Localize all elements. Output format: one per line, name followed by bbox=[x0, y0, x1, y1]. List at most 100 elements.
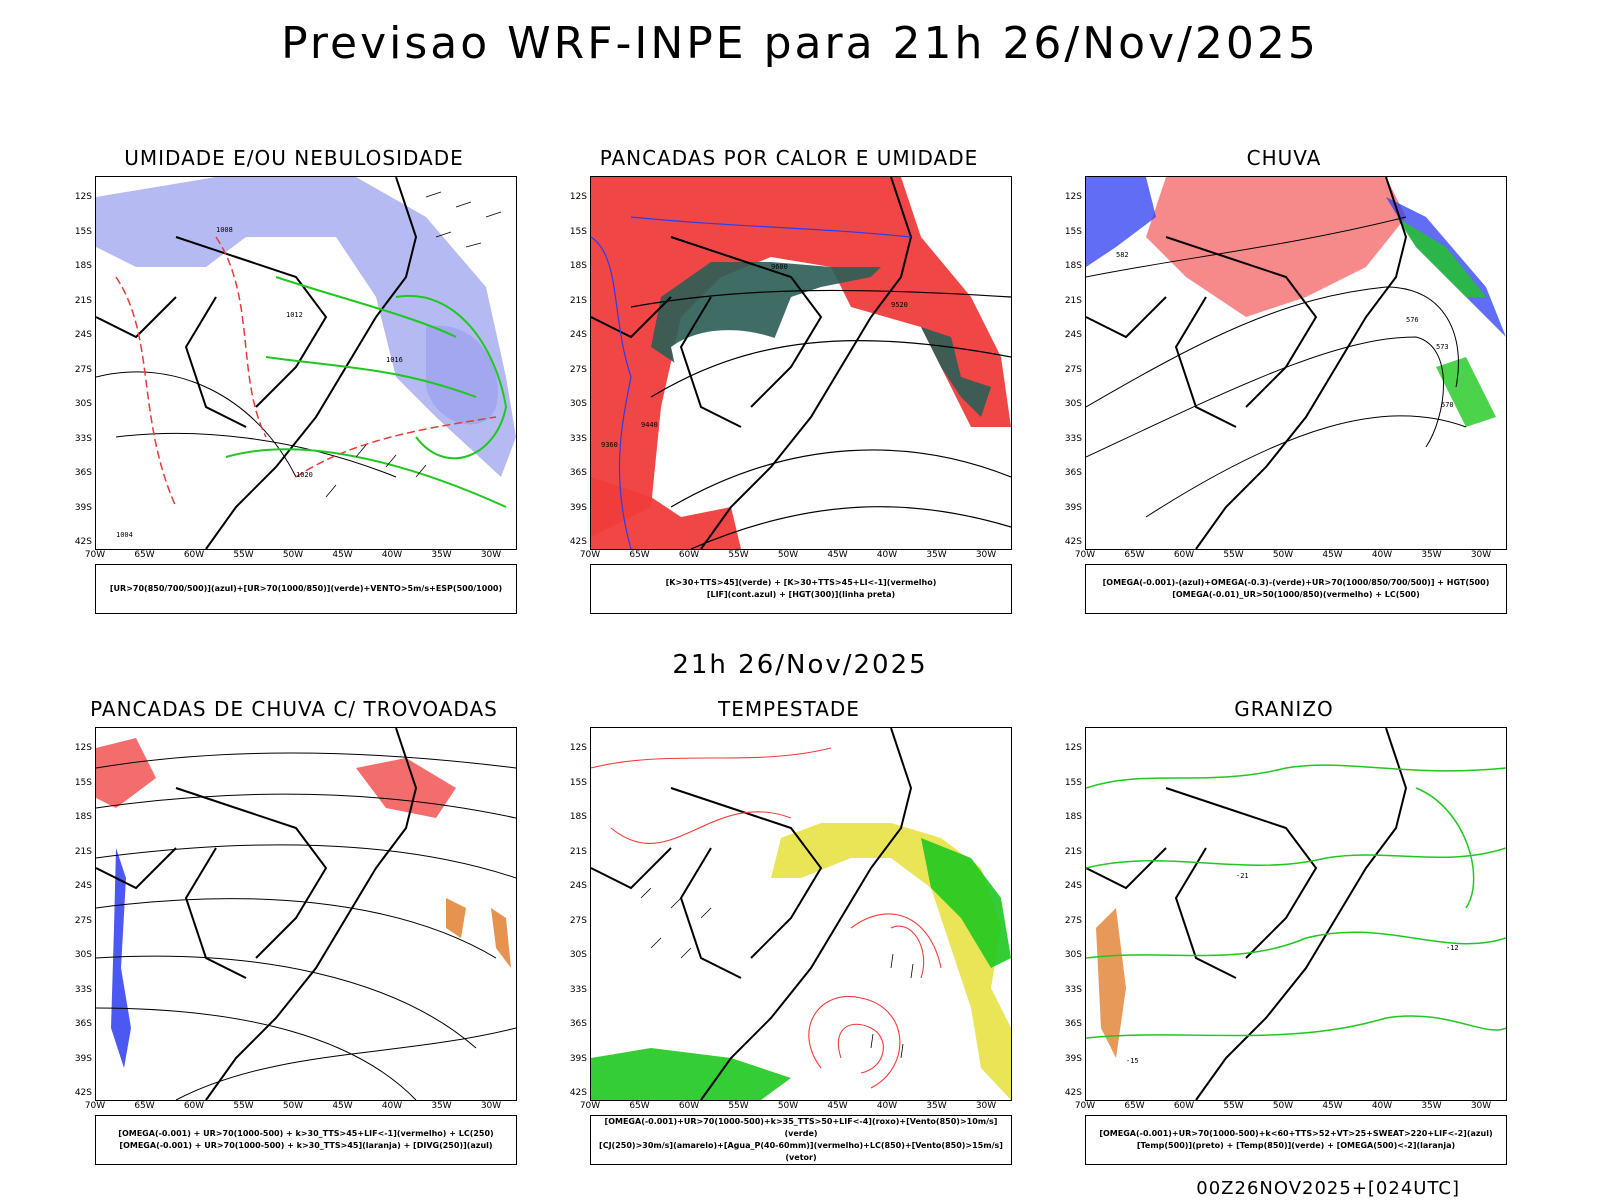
coastline bbox=[205, 728, 418, 1100]
lon-tick-label: 30W bbox=[975, 550, 997, 560]
legend-line: [LIF](cont.azul) + [HGT(300)](linha pret… bbox=[706, 590, 896, 599]
lon-tick-label: 40W bbox=[1371, 550, 1393, 560]
lon-tick-label: 70W bbox=[1074, 550, 1096, 560]
lat-tick-label: 21S bbox=[569, 295, 587, 306]
lon-tick-label: 40W bbox=[876, 550, 898, 560]
cloud-lavender-area bbox=[96, 177, 516, 477]
lon-tick-label: 65W bbox=[134, 1101, 155, 1111]
lat-tick-label: 15S bbox=[1064, 777, 1082, 788]
lon-tick-label: 70W bbox=[84, 1101, 106, 1111]
lat-tick-label: 30S bbox=[1064, 399, 1082, 409]
lat-tick-label: 18S bbox=[1064, 812, 1082, 822]
lon-tick-label: 70W bbox=[1074, 1101, 1096, 1111]
lon-tick-label: 45W bbox=[332, 550, 353, 560]
panel-title: CHUVA bbox=[1246, 146, 1322, 170]
lon-tick-label: 60W bbox=[1173, 550, 1195, 560]
lat-tick-label: 36S bbox=[1064, 1019, 1082, 1029]
contour-label: -21 bbox=[1236, 872, 1249, 880]
red-omega-area bbox=[1146, 177, 1406, 317]
lat-tick-label: 18S bbox=[569, 812, 587, 822]
lat-tick-label: 36S bbox=[1064, 468, 1082, 478]
lif-blue bbox=[591, 216, 912, 549]
map-trovoadas bbox=[95, 727, 517, 1101]
legend-line: [CJ(250)>30m/s](amarelo)+[Agua_P(40-60mm… bbox=[599, 1141, 1003, 1162]
lon-tick-label: 35W bbox=[926, 550, 947, 560]
contour-label: -12 bbox=[1446, 944, 1459, 952]
lat-tick-label: 12S bbox=[74, 192, 92, 202]
green-wind-area bbox=[591, 838, 1011, 1100]
contour-label: 9440 bbox=[641, 421, 658, 429]
lon-tick-label: 70W bbox=[579, 1101, 601, 1111]
lat-tick-label: 24S bbox=[569, 330, 587, 340]
panel-legend: [K>30+TTS>45](verde) + [K>30+TTS>45+LI<-… bbox=[590, 564, 1012, 614]
panel-title: PANCADAS DE CHUVA C/ TROVOADAS bbox=[90, 697, 498, 721]
panel-legend: [OMEGA(-0.001)+UR>70(1000-500)+k<60+TTS>… bbox=[1085, 1115, 1507, 1165]
coastline bbox=[205, 177, 418, 549]
coastline bbox=[1195, 177, 1408, 549]
panel-trovoadas: PANCADAS DE CHUVA C/ TROVOADAS [OMEGA(-0… bbox=[59, 697, 529, 1167]
lon-tick-label: 35W bbox=[431, 1101, 452, 1111]
lat-tick-label: 33S bbox=[1064, 984, 1082, 995]
lon-tick-label: 55W bbox=[728, 1101, 749, 1111]
legend-line: [OMEGA(-0.001)-(azul)+OMEGA(-0.3)-(verde… bbox=[1102, 578, 1490, 587]
map-granizo: -12 -15 -21 bbox=[1085, 727, 1507, 1101]
lat-tick-label: 30S bbox=[569, 399, 587, 409]
lon-tick-label: 55W bbox=[1223, 550, 1244, 560]
panel-title: UMIDADE E/OU NEBULOSIDADE bbox=[124, 146, 464, 170]
orange-area bbox=[446, 898, 511, 968]
lon-tick-label: 65W bbox=[134, 550, 155, 560]
lat-tick-label: 42S bbox=[569, 537, 587, 547]
legend-line: [OMEGA(-0.001) + UR>70(1000-500) + k>30_… bbox=[119, 1141, 493, 1150]
wind-vectors bbox=[640, 887, 914, 1059]
lat-tick-label: 39S bbox=[569, 502, 587, 513]
lat-tick-label: 42S bbox=[1064, 1088, 1082, 1098]
lat-tick-label: 39S bbox=[74, 1053, 92, 1064]
borders bbox=[591, 236, 823, 428]
lat-tick-label: 30S bbox=[74, 950, 92, 960]
panel-granizo: GRANIZO -12 -15 -21 [OMEGA(-0.001)+UR>70… bbox=[1049, 697, 1519, 1167]
panel-title: PANCADAS POR CALOR E UMIDADE bbox=[599, 146, 979, 170]
lon-tick-label: 60W bbox=[678, 1101, 700, 1111]
lat-tick-label: 33S bbox=[74, 433, 92, 444]
wind-vectors bbox=[325, 191, 502, 498]
legend-line: [OMEGA(-0.01)_UR>50(1000/850)(vermelho) … bbox=[1172, 590, 1420, 599]
lat-tick-label: 27S bbox=[1064, 364, 1082, 375]
lat-tick-label: 39S bbox=[1064, 1053, 1082, 1064]
contour-label: 9520 bbox=[891, 301, 908, 309]
legend-line: [OMEGA(-0.001)+UR>70(1000-500)+k<60+TTS>… bbox=[1099, 1129, 1493, 1138]
lon-tick-label: 60W bbox=[183, 550, 205, 560]
lat-tick-label: 39S bbox=[569, 1053, 587, 1064]
lon-tick-label: 65W bbox=[629, 1101, 650, 1111]
lon-tick-label: 45W bbox=[332, 1101, 353, 1111]
lat-tick-label: 42S bbox=[74, 537, 92, 547]
lat-tick-label: 21S bbox=[569, 846, 587, 857]
lat-tick-label: 36S bbox=[74, 468, 92, 478]
contour-label: 1004 bbox=[116, 531, 133, 539]
lat-tick-label: 30S bbox=[569, 950, 587, 960]
lon-tick-label: 40W bbox=[876, 1101, 898, 1111]
borders bbox=[96, 787, 328, 979]
lon-tick-label: 50W bbox=[777, 550, 799, 560]
lat-tick-label: 21S bbox=[1064, 846, 1082, 857]
red-instability-area bbox=[591, 177, 1011, 537]
cloud-lavender-ocean bbox=[426, 325, 498, 425]
panel-legend: [OMEGA(-0.001)+UR>70(1000-500)+k>35_TTS>… bbox=[590, 1115, 1012, 1165]
map-chuva: 576 573 570 582 bbox=[1085, 176, 1507, 550]
panel-pancadas-calor: PANCADAS POR CALOR E UMIDADE 9600 9520 9… bbox=[554, 146, 1024, 616]
lat-tick-label: 18S bbox=[569, 261, 587, 271]
valid-time-subtitle: 21h 26/Nov/2025 bbox=[672, 650, 928, 680]
lon-tick-label: 30W bbox=[480, 1101, 502, 1111]
lat-tick-label: 39S bbox=[74, 502, 92, 513]
panel-legend: [OMEGA(-0.001)-(azul)+OMEGA(-0.3)-(verde… bbox=[1085, 564, 1507, 614]
thickness-red bbox=[115, 236, 497, 508]
hgt300-contours bbox=[630, 289, 1011, 549]
lat-tick-label: 27S bbox=[569, 364, 587, 375]
lat-tick-label: 15S bbox=[569, 777, 587, 788]
lon-tick-label: 65W bbox=[629, 550, 650, 560]
pressure-isobar bbox=[96, 371, 397, 478]
lon-tick-label: 45W bbox=[1322, 1101, 1343, 1111]
lon-tick-label: 30W bbox=[975, 1101, 997, 1111]
lon-tick-label: 45W bbox=[827, 1101, 848, 1111]
borders bbox=[96, 236, 328, 428]
red-south-area bbox=[591, 477, 741, 549]
